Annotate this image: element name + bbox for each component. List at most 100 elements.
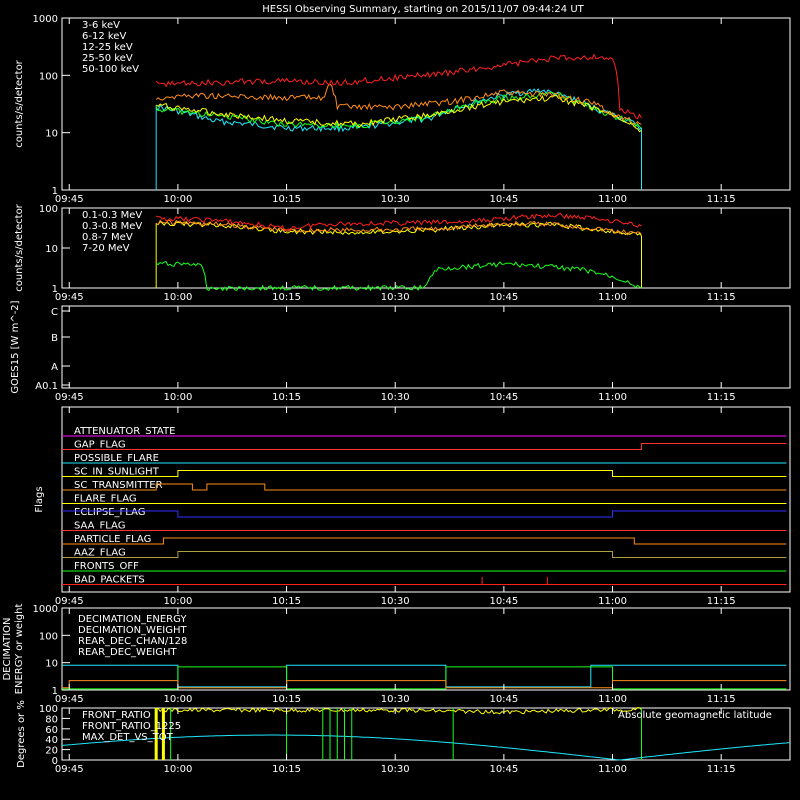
panel-gamma-series-7-20-MeV — [156, 260, 642, 292]
panel-decimation-ytick-label: 100 — [39, 631, 58, 642]
panel-decimation-xtick-label: 11:00 — [598, 694, 627, 705]
panel-flags-xtick-label: 11:00 — [598, 596, 627, 607]
panel-xray-ytick-label: 1000 — [33, 14, 58, 25]
panel-flags-ylabel: Flags — [34, 486, 45, 512]
flag-label-sc-in-sunlight: SC_IN_SUNLIGHT — [74, 467, 160, 478]
panel-gamma-series-0-1-0-3-MeV — [156, 212, 642, 232]
panel-ratio-xtick-label: 10:45 — [489, 764, 518, 775]
flag-label-possible-flare: POSSIBLE_FLARE — [74, 453, 159, 464]
panel-goes-ytick-label: A — [51, 362, 58, 373]
panel-ratio-frame — [61, 707, 791, 761]
flag-label-particle-flag: PARTICLE_FLAG — [74, 534, 151, 545]
panel-decimation-xtick-label: 11:15 — [707, 694, 736, 705]
panel-decimation-xtick-label: 10:15 — [272, 694, 301, 705]
panel-decimation-ytick-label: 1000 — [33, 604, 58, 615]
panel-goes-xtick-label: 11:15 — [707, 392, 736, 403]
panel-goes-ylabel: GOES15 [W m^-2] — [10, 300, 21, 393]
panel-xray-xtick-label: 10:45 — [489, 194, 518, 205]
panel-gamma-ytick-label: 100 — [39, 204, 58, 215]
panel-ratio-ytick-label: 80 — [45, 714, 58, 725]
panel-gamma-series-0-3-0-8-MeV — [156, 219, 642, 236]
panel-ratio-legend-entry: MAX_DET_VS_TOT — [82, 732, 174, 743]
panel-ratio-xtick-label: 10:15 — [272, 764, 301, 775]
panel-decimation-ylabel-2: ENERGY or weight — [14, 604, 25, 695]
panel-gamma-xtick-label: 10:45 — [489, 292, 518, 303]
panel-decimation-xtick-label: 10:30 — [381, 694, 410, 705]
panel-goes-xtick-label: 09:45 — [55, 392, 84, 403]
flag-label-eclipse-flag: ECLIPSE_FLAG — [74, 507, 145, 518]
panel-xray-xtick-label: 11:15 — [707, 194, 736, 205]
panel-xray-ytick-label: 1 — [52, 186, 58, 197]
panel-xray-ytick-label: 100 — [39, 71, 58, 82]
panel-xray-xtick-label: 11:00 — [598, 194, 627, 205]
panel-decimation-xtick-label: 10:45 — [489, 694, 518, 705]
panel-xray-ylabel: counts/s/detector — [14, 59, 25, 147]
flag-label-fronts-off: FRONTS_OFF — [74, 561, 139, 572]
panel-goes-ytick-label: A0.1 — [35, 381, 58, 392]
panel-gamma-xtick-label: 10:30 — [381, 292, 410, 303]
front-ratio-trace — [156, 707, 642, 715]
panel-decimation-legend-entry: REAR_DEC_CHAN/128 — [78, 636, 187, 647]
panel-flags-frame — [61, 406, 791, 593]
panel-ratio-xtick-label: 11:15 — [707, 764, 736, 775]
panel-gamma-xtick-label: 09:45 — [55, 292, 84, 303]
flag-label-sc-transmitter: SC_TRANSMITTER — [74, 480, 163, 491]
panel-ratio-legend-entry: FRONT_RATIO — [82, 710, 151, 721]
flag-trace-eclipse-flag — [62, 510, 787, 518]
panel-ratio-xtick-label: 11:00 — [598, 764, 627, 775]
panel-flags-xtick-label: 10:30 — [381, 596, 410, 607]
panel-ratio-xtick-label: 09:45 — [55, 764, 84, 775]
panel-decimation-frame — [61, 607, 791, 691]
panel-gamma-ytick-label: 1 — [52, 284, 58, 295]
panel-xray-legend-entry: 6-12 keV — [82, 31, 126, 42]
panel-ratio-ytick-label: 20 — [45, 746, 58, 757]
decim-weight — [62, 680, 787, 689]
panel-xray-legend-entry: 25-50 keV — [82, 53, 133, 64]
flag-label-flare-flag: FLARE_FLAG — [74, 494, 137, 505]
panel-xray-series-6-12-keV — [155, 83, 642, 125]
panel-decimation-ytick-label: 10 — [45, 659, 58, 670]
panel-gamma-ylabel: counts/s/detector — [14, 203, 25, 291]
panel-gamma-legend-entry: 0.1-0.3 MeV — [82, 210, 142, 221]
panel-xray-xtick-label: 09:45 — [55, 194, 84, 205]
plot-title: HESSI Observing Summary, starting on 201… — [262, 4, 584, 15]
panel-ratio-ytick-label: 0 — [52, 756, 58, 767]
flag-label-attenuator-state: ATTENUATOR_STATE — [74, 426, 175, 437]
panel-decimation-xtick-label: 09:45 — [55, 694, 84, 705]
panel-xray-ytick-label: 10 — [45, 129, 58, 140]
panel-xray-xtick-label: 10:00 — [163, 194, 192, 205]
panel-ratio-legend-entry: Absolute geomagnetic latitude — [618, 710, 772, 721]
panel-goes-xtick-label: 11:00 — [598, 392, 627, 403]
panel-ratio-ylabel: Degrees or % — [16, 700, 27, 768]
panel-xray-legend-entry: 3-6 keV — [82, 20, 120, 31]
panel-flags-xtick-label: 11:15 — [707, 596, 736, 607]
panel-goes-xtick-label: 10:00 — [163, 392, 192, 403]
panel-decimation-xtick-label: 10:00 — [163, 694, 192, 705]
panel-ratio-legend-entry: FRONT_RATIO_1225 — [82, 721, 181, 732]
panel-flags-xtick-label: 10:45 — [489, 596, 518, 607]
panel-ratio-ytick-label: 40 — [45, 735, 58, 746]
panel-decimation-legend-entry: DECIMATION_ENERGY — [78, 614, 187, 625]
flag-label-aaz-flag: AAZ_FLAG — [74, 548, 126, 559]
panel-goes-frame — [61, 305, 791, 389]
flag-label-gap-flag: GAP_FLAG — [74, 440, 126, 451]
panel-xray-xtick-label: 10:15 — [272, 194, 301, 205]
panel-gamma-legend-entry: 7-20 MeV — [82, 243, 130, 254]
panel-xray-series-3-6-keV — [155, 53, 642, 120]
panel-xray-xtick-label: 10:30 — [381, 194, 410, 205]
panel-ratio-xtick-label: 10:00 — [163, 764, 192, 775]
panel-goes-ytick-label: B — [51, 333, 58, 344]
panel-gamma-xtick-label: 11:15 — [707, 292, 736, 303]
panel-gamma-legend-entry: 0.3-0.8 MeV — [82, 221, 142, 232]
panel-goes-ytick-label: C — [51, 307, 58, 318]
panel-decimation-ytick-label: 1 — [52, 686, 58, 697]
panel-xray-series-12-25-keV — [155, 95, 642, 133]
panel-gamma-ytick-label: 10 — [45, 244, 58, 255]
panel-gamma-legend-entry: 0.8-7 MeV — [82, 232, 133, 243]
flag-trace-aaz-flag — [62, 551, 787, 558]
panel-gamma-xtick-label: 11:00 — [598, 292, 627, 303]
panel-xray-series-25-50-keV — [155, 91, 642, 130]
panel-decimation-legend-entry: DECIMATION_WEIGHT — [78, 625, 187, 636]
panel-flags-xtick-label: 10:00 — [163, 596, 192, 607]
